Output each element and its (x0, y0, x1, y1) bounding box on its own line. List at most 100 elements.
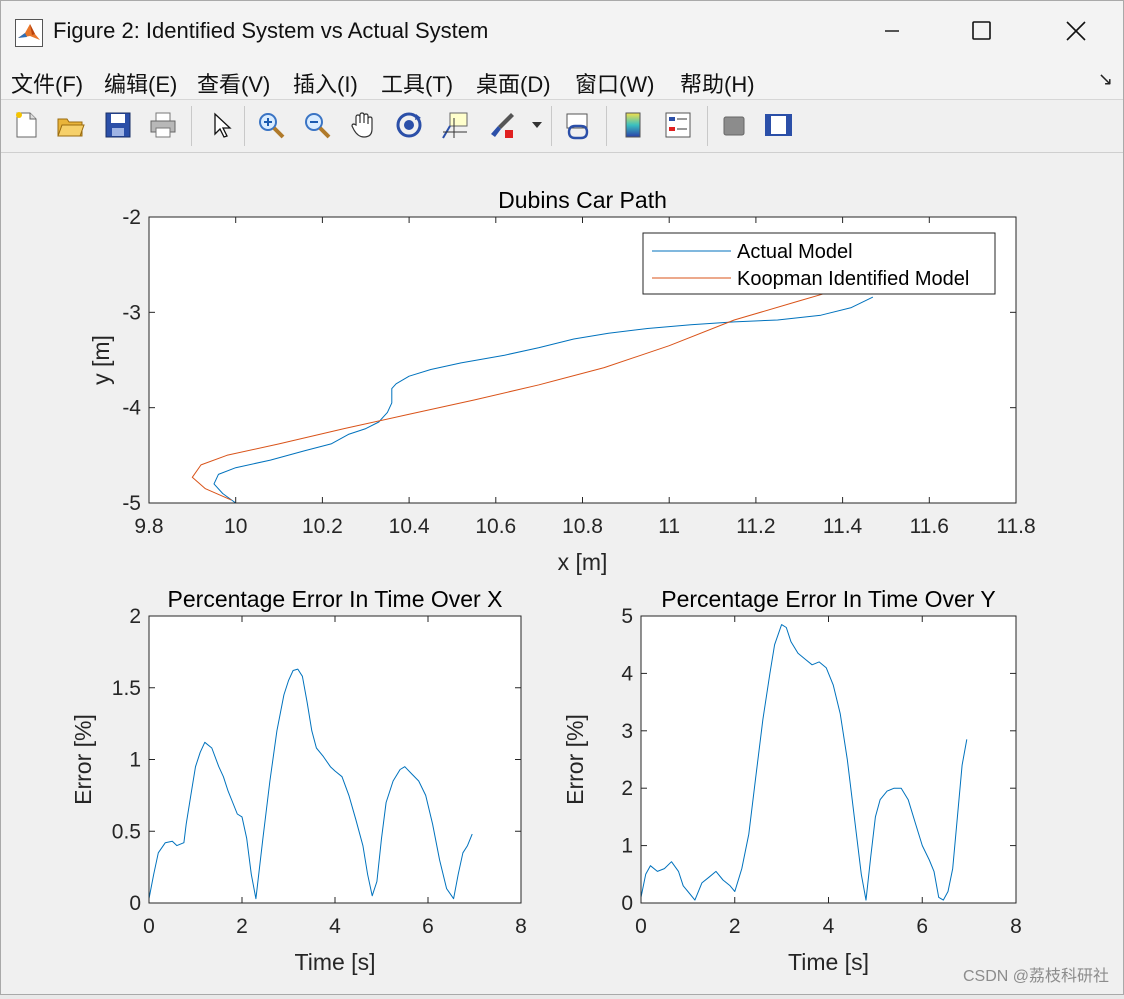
x-tick-label: 11.6 (910, 515, 949, 538)
x-tick-label: 10.8 (562, 515, 603, 538)
menu-bar: 文件(F) 编辑(E) 查看(V) 插入(I) 工具(T) 桌面(D) 窗口(W… (1, 61, 1123, 100)
x-axis-label: Time [s] (788, 949, 869, 975)
series-line-0 (213, 296, 874, 504)
close-button[interactable] (1053, 9, 1099, 53)
title-bar: Figure 2: Identified System vs Actual Sy… (1, 1, 1123, 61)
x-tick-label: 10.2 (302, 515, 343, 538)
brush-icon[interactable] (485, 108, 519, 142)
series-line-0 (640, 624, 968, 901)
y-tick-label: 1.5 (112, 677, 141, 700)
x-tick-label: 11.4 (823, 515, 863, 538)
maximize-button[interactable] (959, 9, 1005, 53)
y-tick-label: -3 (122, 301, 141, 324)
y-tick-label: 0 (621, 892, 633, 915)
colorbar-icon[interactable] (616, 108, 650, 142)
minimize-icon (885, 30, 899, 32)
toolbar-separator (244, 106, 245, 146)
select-pointer-icon[interactable] (204, 108, 238, 142)
y-tick-label: -5 (122, 492, 141, 515)
y-tick-label: 2 (129, 605, 141, 628)
x-tick-label: 6 (916, 915, 928, 938)
toolbar-separator (551, 106, 552, 146)
x-tick-label: 8 (515, 915, 527, 938)
menu-help[interactable]: 帮助(H) (680, 72, 755, 97)
menu-file[interactable]: 文件(F) (11, 72, 84, 97)
print-icon[interactable] (146, 108, 180, 142)
plot-area (149, 616, 521, 903)
axes-title: Dubins Car Path (498, 187, 667, 213)
y-tick-label: 1 (129, 749, 141, 772)
data-cursor-icon[interactable] (438, 108, 472, 142)
x-tick-label: 9.8 (134, 515, 163, 538)
axes-title: Percentage Error In Time Over X (168, 586, 503, 612)
y-tick-label: 4 (621, 662, 633, 685)
window-title: Figure 2: Identified System vs Actual Sy… (53, 18, 489, 43)
axes-title: Percentage Error In Time Over Y (661, 586, 996, 612)
x-tick-label: 11.8 (996, 515, 1035, 538)
menu-window[interactable]: 窗口(W) (575, 72, 655, 97)
y-tick-label: 0 (129, 892, 141, 915)
legend: Actual Model Koopman Identified Model (642, 232, 996, 295)
toolbar-separator (707, 106, 708, 146)
x-tick-label: 4 (823, 915, 835, 938)
x-tick-label: 11 (658, 515, 680, 538)
x-tick-label: 6 (422, 915, 434, 938)
watermark-text: CSDN @荔枝科研社 (962, 968, 1109, 985)
legend-icon[interactable] (661, 108, 695, 142)
menu-insert[interactable]: 插入(I) (293, 72, 358, 97)
y-axis-label: Error [%] (562, 714, 588, 805)
y-axis-label: Error [%] (70, 714, 96, 805)
menu-desktop[interactable]: 桌面(D) (476, 72, 551, 97)
y-tick-label: 0.5 (112, 820, 141, 843)
x-tick-label: 10.6 (475, 515, 516, 538)
zoom-out-icon[interactable] (300, 108, 334, 142)
menu-view[interactable]: 查看(V) (197, 72, 271, 97)
brush-dropdown-icon[interactable] (529, 108, 545, 142)
y-tick-label: -2 (122, 206, 141, 229)
plot-area (641, 616, 1016, 903)
path-axes[interactable]: 9.8 10 10.2 10.4 10.6 10.8 11 11.2 11.4 11.6 11.8 -… (88, 187, 1036, 575)
x-tick-label: 8 (1010, 915, 1022, 938)
menu-tools[interactable]: 工具(T) (381, 72, 454, 97)
legend-label-1: Koopman Identified Model (737, 268, 969, 290)
error-y-axes[interactable]: 0 2 4 6 8 0 1 2 3 4 5 Percentage Error In Time Over… (562, 586, 1022, 975)
y-tick-label: 5 (621, 605, 633, 628)
maximize-icon (972, 21, 991, 40)
x-tick-label: 2 (729, 915, 741, 938)
x-axis-label: Time [s] (295, 949, 376, 975)
pan-hand-icon[interactable] (346, 108, 380, 142)
toolbar-separator (606, 106, 607, 146)
open-file-icon[interactable] (53, 108, 87, 142)
menu-edit[interactable]: 编辑(E) (104, 72, 178, 97)
x-tick-label: 11.2 (736, 515, 775, 538)
save-icon[interactable] (101, 108, 135, 142)
y-tick-label: 3 (621, 720, 633, 743)
link-plot-icon[interactable] (561, 108, 595, 142)
hide-plot-tools-icon[interactable] (717, 108, 751, 142)
x-tick-label: 10.4 (389, 515, 430, 538)
dock-arrow-icon[interactable]: ↘ (1097, 69, 1113, 89)
series-line-0 (148, 668, 473, 900)
x-tick-label: 10 (224, 515, 247, 538)
x-tick-label: 2 (236, 915, 248, 938)
zoom-in-icon[interactable] (254, 108, 288, 142)
x-tick-label: 4 (329, 915, 341, 938)
minimize-button[interactable] (869, 9, 915, 53)
legend-box (642, 232, 996, 295)
error-x-axes[interactable]: 0 2 4 6 8 0 0.5 1 1.5 2 Percentage Error In Time O… (70, 586, 527, 975)
legend-label-0: Actual Model (737, 241, 853, 263)
y-axis-label: y [m] (88, 335, 114, 385)
figure-canvas: 9.8 10 10.2 10.4 10.6 10.8 11 11.2 11.4 11.6 11.8-… (1, 153, 1123, 994)
x-tick-label: 0 (143, 915, 155, 938)
series-line-1 (191, 292, 826, 501)
show-plot-tools-icon[interactable] (761, 108, 795, 142)
figure-plots: 9.8 10 10.2 10.4 10.6 10.8 11 11.2 11.4 11.6 11.8-… (70, 187, 1036, 975)
new-figure-icon[interactable] (9, 108, 43, 142)
matlab-logo-icon (15, 19, 43, 47)
close-icon (1066, 21, 1086, 41)
y-tick-label: 1 (621, 835, 633, 858)
y-tick-label: -4 (122, 397, 141, 420)
toolbar-separator (191, 106, 192, 146)
rotate-3d-icon[interactable] (392, 108, 426, 142)
